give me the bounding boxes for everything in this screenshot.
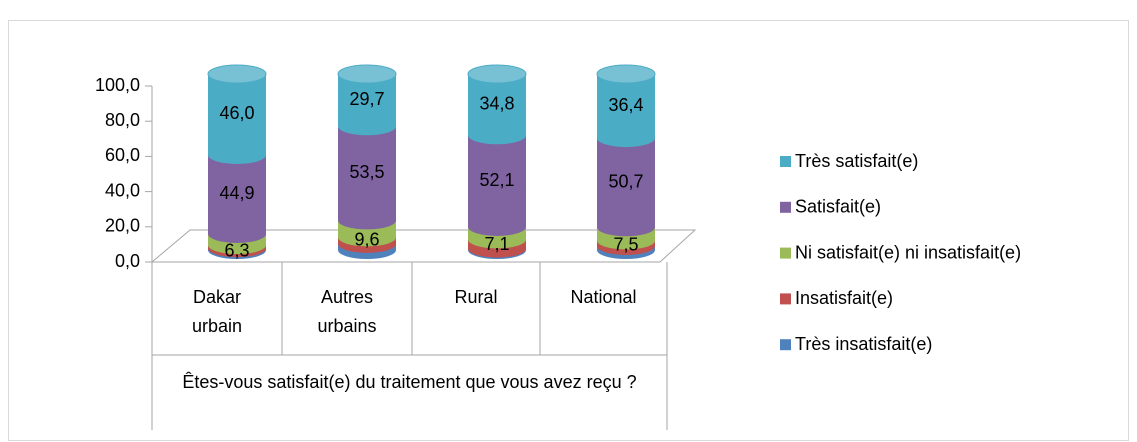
data-label: 36,4 xyxy=(608,95,643,115)
legend-swatch xyxy=(780,201,791,213)
bar-segment xyxy=(597,74,655,139)
y-tick-label: 0,0 xyxy=(115,251,140,271)
x-tick-label: Rural xyxy=(454,287,498,307)
bar-top xyxy=(596,64,656,84)
y-tick-label: 100,0 xyxy=(95,75,140,95)
bar-segment xyxy=(338,126,396,221)
y-tick-label: 60,0 xyxy=(105,145,140,165)
y-tick-label: 80,0 xyxy=(105,110,140,130)
bar-segment xyxy=(208,74,266,155)
bar-segment xyxy=(597,138,655,228)
data-label: 9,6 xyxy=(354,230,379,250)
data-label: 44,9 xyxy=(219,183,254,203)
data-label: 46,0 xyxy=(219,103,254,123)
data-label: 7,1 xyxy=(484,234,509,254)
legend-swatch xyxy=(780,247,791,259)
data-label: 50,7 xyxy=(608,171,643,191)
y-tick-label: 40,0 xyxy=(105,180,140,200)
data-label: 52,1 xyxy=(479,170,514,190)
x-tick-label: Autres urbains xyxy=(317,287,377,336)
legend-label: Ni satisfait(e) ni insatisfait(e) xyxy=(795,242,1021,262)
data-label: 53,5 xyxy=(349,162,384,182)
legend-swatch xyxy=(780,339,791,351)
data-label: 7,5 xyxy=(613,235,638,255)
legend-label: Insatisfait(e) xyxy=(795,288,893,308)
legend-label: Très insatisfait(e) xyxy=(795,334,932,354)
y-tick-label: 20,0 xyxy=(105,216,140,236)
bar-segment xyxy=(468,135,526,227)
x-axis-title: Êtes-vous satisfait(e) du traitement que… xyxy=(182,372,637,392)
legend-swatch xyxy=(780,156,791,167)
legend-swatch xyxy=(780,293,791,305)
bar-segment xyxy=(468,74,526,136)
legend-label: Très satisfait(e) xyxy=(795,151,918,171)
x-tick-label: National xyxy=(570,287,637,307)
x-tick-label: Dakar urbain xyxy=(191,287,243,336)
chart-border xyxy=(8,20,1129,441)
data-label: 6,3 xyxy=(224,240,249,260)
data-label: 34,8 xyxy=(479,93,514,113)
bar-top xyxy=(467,64,527,84)
data-label: 29,7 xyxy=(349,89,384,109)
bar-top xyxy=(337,64,397,84)
legend-label: Satisfait(e) xyxy=(795,197,881,217)
bar-top xyxy=(207,64,267,84)
category-table xyxy=(145,86,668,430)
floor xyxy=(150,229,697,263)
bar-segment xyxy=(208,154,266,234)
